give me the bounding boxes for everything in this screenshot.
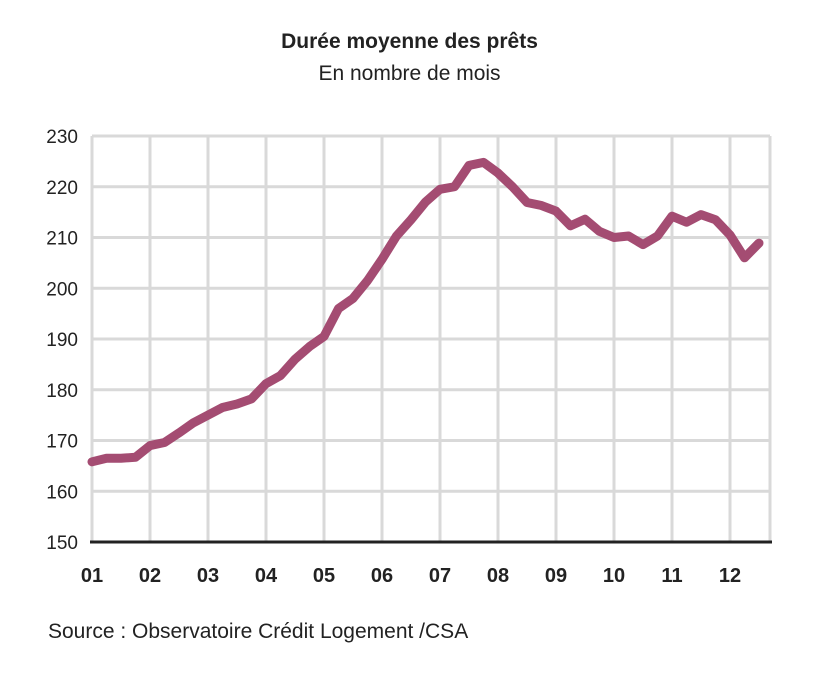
- x-tick-label: 04: [255, 565, 278, 587]
- y-tick-label: 180: [46, 381, 78, 402]
- y-tick-label: 200: [46, 279, 78, 300]
- chart-title: Durée moyenne des prêts: [281, 30, 538, 53]
- x-tick-label: 05: [313, 565, 335, 587]
- x-tick-label: 01: [81, 565, 103, 587]
- x-tick-label: 11: [661, 565, 682, 587]
- x-tick-label: 07: [429, 565, 451, 587]
- x-axis-ticks: 01 02 03 04 05 06 07 08 09 10 11 12: [81, 565, 741, 587]
- grid: [90, 134, 772, 544]
- y-tick-label: 220: [46, 178, 78, 199]
- x-tick-label: 02: [139, 565, 161, 587]
- series: [87, 157, 764, 467]
- y-axis-ticks: 150 160 170 180 190 200 210 220 230: [46, 127, 78, 554]
- x-tick-label: 03: [197, 565, 219, 587]
- x-tick-label: 08: [487, 565, 509, 587]
- chart-subtitle: En nombre de mois: [318, 62, 501, 85]
- y-tick-label: 170: [46, 432, 78, 453]
- y-tick-label: 150: [46, 533, 78, 554]
- y-tick-label: 230: [46, 127, 78, 148]
- x-tick-label: 09: [545, 565, 567, 587]
- y-tick-label: 160: [46, 482, 78, 503]
- source-note: Source : Observatoire Crédit Logement /C…: [48, 620, 469, 643]
- x-tick-label: 06: [371, 565, 393, 587]
- y-tick-label: 190: [46, 330, 78, 351]
- series-line: [87, 157, 764, 467]
- x-tick-label: 10: [603, 565, 625, 587]
- x-tick-label: 12: [719, 565, 741, 587]
- y-tick-label: 210: [46, 229, 78, 250]
